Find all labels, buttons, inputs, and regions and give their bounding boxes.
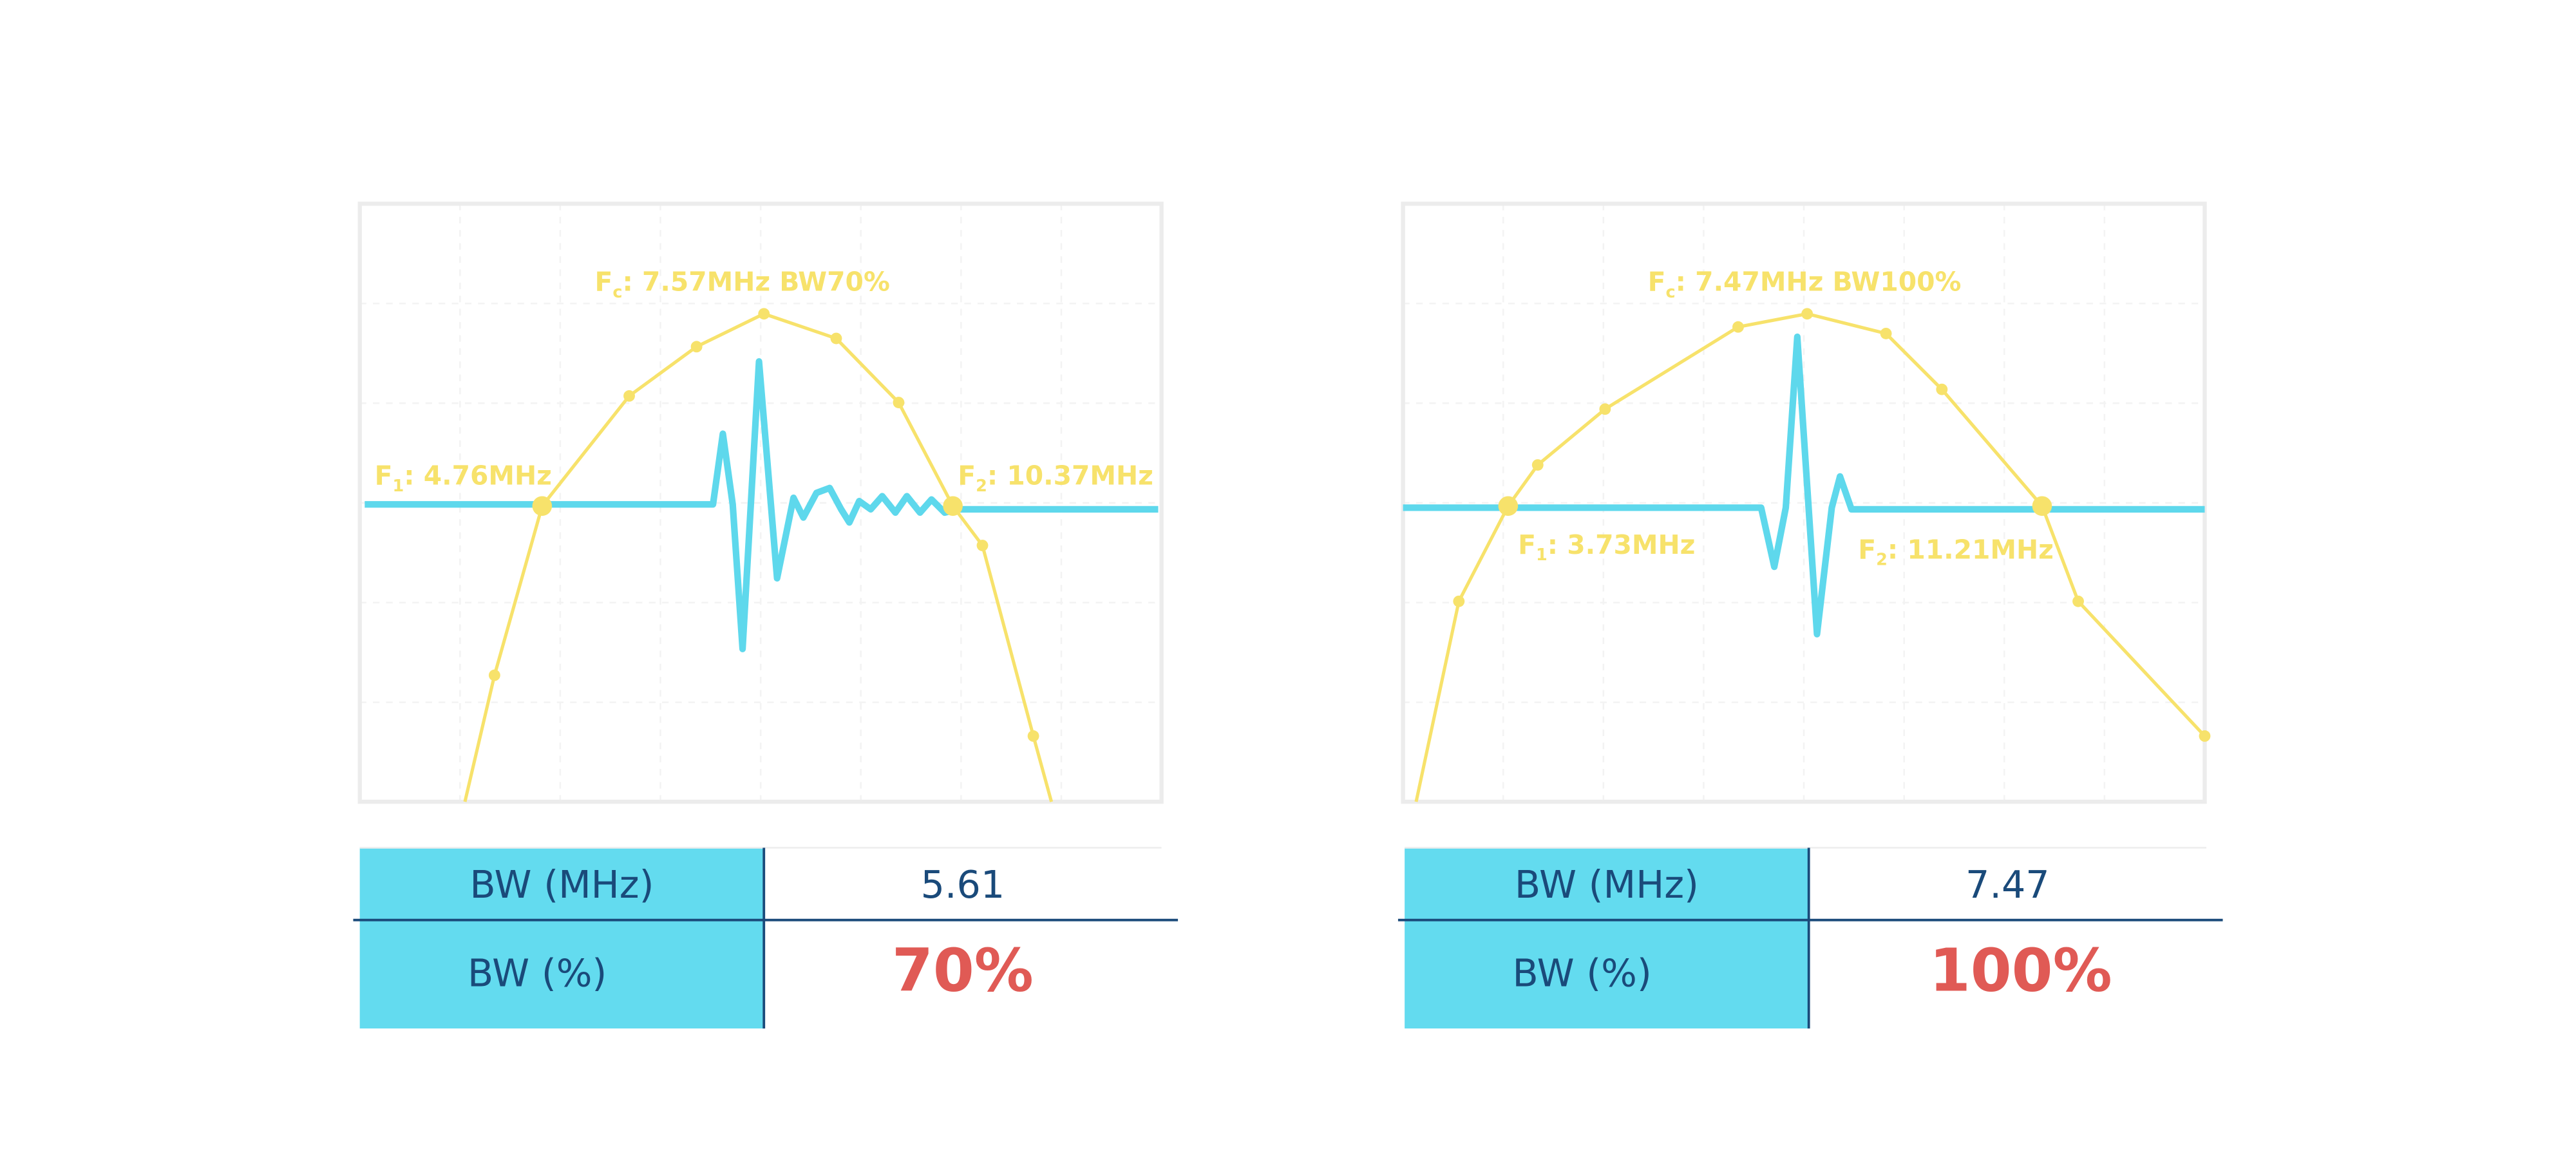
- row-value: 7.47: [1965, 863, 2050, 907]
- f1-label: F1: 4.76MHz: [375, 460, 552, 496]
- row-value: 5.61: [921, 863, 1005, 907]
- center-frequency-label: Fc: 7.57MHz BW70%: [594, 267, 889, 302]
- table-header-cell: [1405, 847, 1809, 1029]
- f2-label: F2: 10.37MHz: [958, 460, 1153, 496]
- frequency-curve: [463, 312, 1054, 802]
- row-label: BW (MHz): [469, 863, 654, 907]
- row-value: 70%: [892, 936, 1034, 1005]
- curve-dots: [488, 308, 1039, 742]
- row-label: BW (%): [468, 952, 607, 996]
- center-frequency-label: Fc: 7.47MHz BW100%: [1648, 267, 1962, 302]
- f2-label: F2: 11.21MHz: [1858, 534, 2054, 569]
- frequency-curve: [1414, 312, 2206, 802]
- row-value: 100%: [1929, 936, 2112, 1005]
- plot-frame: [1401, 202, 2207, 804]
- row-label: BW (MHz): [1515, 863, 1699, 907]
- table-header-cell: [359, 847, 764, 1029]
- pulse-waveform: [365, 358, 1159, 652]
- plot-frame: [357, 202, 1164, 804]
- curve-dots: [1453, 308, 2211, 742]
- f1-label: F1: 3.73MHz: [1518, 529, 1695, 565]
- row-label: BW (%): [1512, 952, 1651, 996]
- pulse-waveform: [1403, 333, 2205, 638]
